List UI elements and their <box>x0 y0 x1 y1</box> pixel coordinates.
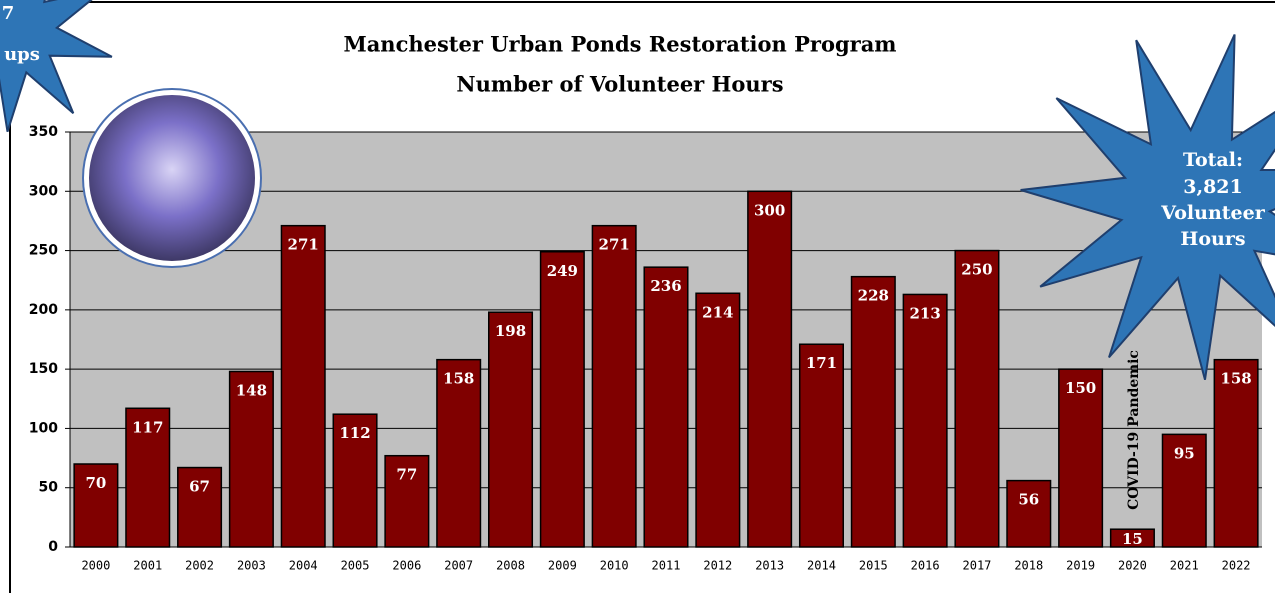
value-label: 148 <box>236 382 267 400</box>
value-label: 236 <box>650 277 681 295</box>
x-tick-label: 2001 <box>133 559 162 573</box>
value-label: 15 <box>1122 530 1143 548</box>
y-tick-label: 200 <box>29 302 58 318</box>
x-tick-label: 2014 <box>807 559 836 573</box>
total-star-text: 3,821 <box>1183 176 1243 198</box>
value-label: 77 <box>396 466 417 484</box>
bar <box>539 251 585 548</box>
chart-title: Manchester Urban Ponds Restoration Progr… <box>343 32 896 57</box>
x-tick-label: 2021 <box>1170 559 1199 573</box>
value-label: 213 <box>909 304 940 322</box>
value-label: 158 <box>443 370 474 388</box>
total-star-text: Total: <box>1183 149 1243 171</box>
x-tick-label: 2009 <box>548 559 577 573</box>
x-tick-label: 2019 <box>1066 559 1095 573</box>
y-tick-label: 100 <box>29 420 58 436</box>
value-label: 271 <box>288 236 319 254</box>
chart-subtitle: Number of Volunteer Hours <box>456 72 783 97</box>
value-label: 117 <box>132 418 163 436</box>
value-label: 158 <box>1220 370 1251 388</box>
value-label: 112 <box>339 424 370 442</box>
value-label: 198 <box>495 322 526 340</box>
bar <box>228 370 274 548</box>
bar <box>643 266 689 548</box>
x-tick-label: 2002 <box>185 559 214 573</box>
bar <box>902 293 948 548</box>
value-label: 214 <box>702 303 733 321</box>
total-star-text: Volunteer <box>1160 202 1265 224</box>
pandemic-annotation: COVID-19 Pandemic <box>1126 350 1142 510</box>
bar <box>488 311 534 548</box>
left-starburst <box>0 0 113 133</box>
left-star-text: 7 <box>2 3 15 24</box>
x-tick-label: 2004 <box>289 559 318 573</box>
volunteer-photo <box>83 89 261 267</box>
value-label: 271 <box>599 236 630 254</box>
left-star-text: ups <box>4 44 40 65</box>
value-label: 95 <box>1174 444 1195 462</box>
value-label: 249 <box>547 262 578 280</box>
bar <box>177 466 223 548</box>
value-label: 150 <box>1065 379 1096 397</box>
x-tick-label: 2016 <box>911 559 940 573</box>
bar <box>747 190 793 548</box>
total-star-text: Hours <box>1180 228 1245 250</box>
x-tick-label: 2005 <box>341 559 370 573</box>
bar <box>436 358 482 548</box>
bar <box>73 463 119 548</box>
y-tick-label: 350 <box>29 124 58 140</box>
x-tick-label: 2012 <box>703 559 732 573</box>
x-tick-label: 2013 <box>755 559 784 573</box>
x-tick-label: 2007 <box>444 559 473 573</box>
x-tick-label: 2017 <box>963 559 992 573</box>
x-tick-label: 2000 <box>81 559 110 573</box>
bar <box>1006 479 1052 548</box>
value-label: 70 <box>85 474 106 492</box>
x-tick-label: 2010 <box>600 559 629 573</box>
x-tick-label: 2015 <box>859 559 888 573</box>
y-tick-label: 0 <box>48 539 58 555</box>
bar <box>125 407 171 548</box>
bar <box>591 224 637 548</box>
bar <box>384 454 430 548</box>
bar <box>1161 433 1207 548</box>
y-tick-label: 50 <box>39 480 59 496</box>
x-tick-label: 2006 <box>392 559 421 573</box>
x-tick-label: 2022 <box>1222 559 1251 573</box>
bar <box>1213 358 1259 548</box>
x-tick-label: 2020 <box>1118 559 1147 573</box>
bar <box>1058 368 1104 548</box>
y-tick-label: 300 <box>29 183 58 199</box>
bar <box>280 224 326 548</box>
total-starburst <box>1020 34 1275 380</box>
y-tick-label: 150 <box>29 361 58 377</box>
value-label: 250 <box>961 261 992 279</box>
value-label: 300 <box>754 201 785 219</box>
x-tick-label: 2003 <box>237 559 266 573</box>
bar <box>798 343 844 548</box>
x-tick-label: 2008 <box>496 559 525 573</box>
value-label: 56 <box>1018 491 1039 509</box>
value-label: 228 <box>858 287 889 305</box>
bar <box>954 249 1000 548</box>
bar <box>695 292 741 548</box>
value-label: 67 <box>189 478 210 496</box>
x-tick-label: 2011 <box>652 559 681 573</box>
photo-border <box>82 88 262 268</box>
value-label: 171 <box>806 354 837 372</box>
x-tick-label: 2018 <box>1014 559 1043 573</box>
y-tick-label: 250 <box>29 243 58 259</box>
bar <box>332 413 378 548</box>
bar <box>850 275 896 548</box>
